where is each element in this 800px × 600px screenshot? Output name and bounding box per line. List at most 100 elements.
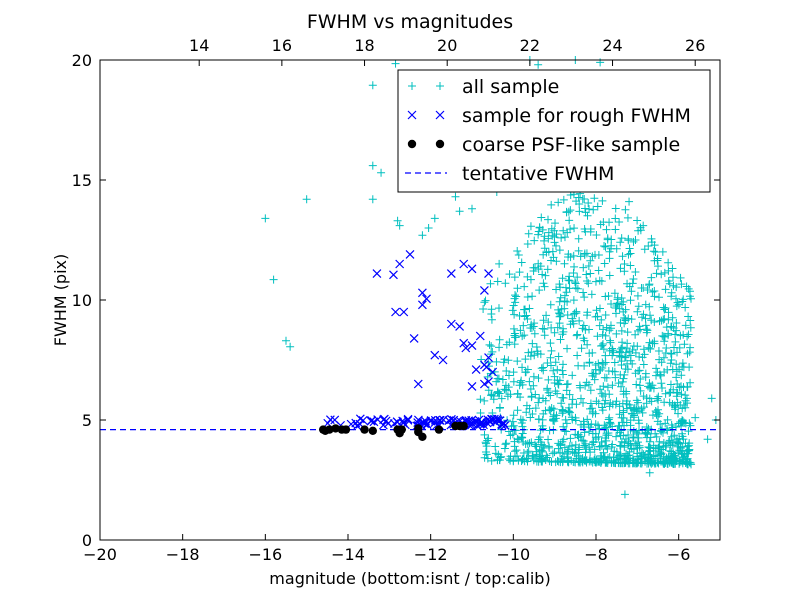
all-sample-point — [626, 261, 635, 270]
all-sample-point — [571, 278, 580, 287]
all-sample-point — [642, 399, 651, 408]
all-sample-point — [579, 321, 588, 330]
all-sample-point — [601, 390, 610, 399]
all-sample-point — [687, 294, 696, 303]
all-sample-point — [558, 405, 567, 414]
all-sample-point — [553, 323, 562, 332]
all-sample-point — [650, 286, 659, 295]
all-sample-point — [520, 282, 529, 291]
all-sample-point — [640, 245, 649, 254]
all-sample-point — [633, 444, 642, 453]
all-sample-point — [520, 305, 529, 314]
all-sample-point — [539, 316, 548, 325]
all-sample-point — [666, 388, 675, 397]
all-sample-point — [622, 449, 631, 458]
all-sample-point — [598, 196, 607, 205]
all-sample-point — [544, 435, 553, 444]
all-sample-point — [526, 323, 535, 332]
all-sample-point — [487, 342, 496, 351]
chart-title: FWHM vs magnitudes — [307, 11, 513, 33]
all-sample-point — [673, 380, 682, 389]
all-sample-point — [515, 311, 524, 320]
all-sample-point — [493, 277, 502, 286]
rough-fwhm-point — [409, 333, 419, 343]
all-sample-point — [528, 409, 537, 418]
rough-fwhm-point — [383, 418, 393, 428]
all-sample-point — [535, 286, 544, 295]
all-sample-point — [538, 415, 547, 424]
all-sample-point — [562, 208, 571, 217]
all-sample-point — [675, 383, 684, 392]
all-sample-point — [684, 312, 693, 321]
all-sample-point — [573, 273, 582, 282]
rough-fwhm-point — [438, 415, 448, 425]
all-sample-point — [598, 341, 607, 350]
all-sample-point — [663, 415, 672, 424]
all-sample-point — [509, 377, 518, 386]
all-sample-point — [668, 313, 677, 322]
all-sample-point — [663, 365, 672, 374]
all-sample-point — [500, 355, 509, 364]
rough-fwhm-point — [479, 379, 489, 389]
all-sample-point — [539, 279, 548, 288]
all-sample-point — [660, 337, 669, 346]
rough-fwhm-point — [405, 249, 415, 259]
all-sample-point — [586, 399, 595, 408]
all-sample-point — [583, 415, 592, 424]
all-sample-point — [573, 284, 582, 293]
all-sample-point — [517, 418, 526, 427]
all-sample-point — [487, 391, 496, 400]
all-sample-point — [523, 240, 532, 249]
all-sample-point — [611, 373, 620, 382]
all-sample-point — [559, 226, 568, 235]
rough-fwhm-point — [467, 264, 477, 274]
all-sample-point — [597, 438, 606, 447]
all-sample-point — [624, 234, 633, 243]
all-sample-point — [626, 249, 635, 258]
all-sample-point — [520, 331, 529, 340]
all-sample-point — [368, 81, 377, 90]
legend-entry: all sample — [408, 76, 559, 98]
all-sample-point — [555, 280, 564, 289]
all-sample-point — [482, 442, 491, 451]
all-sample-point — [645, 302, 654, 311]
legend-label: coarse PSF-like sample — [462, 134, 680, 156]
all-sample-point — [509, 457, 518, 466]
all-sample-point — [651, 429, 660, 438]
all-sample-point — [395, 221, 404, 230]
all-sample-point — [560, 291, 569, 300]
all-sample-point — [602, 323, 611, 332]
all-sample-point — [511, 333, 520, 342]
all-sample-point — [537, 213, 546, 222]
all-sample-point — [518, 429, 527, 438]
all-sample-point — [261, 214, 270, 223]
all-sample-point — [674, 409, 683, 418]
all-sample-point — [584, 262, 593, 271]
all-sample-point — [529, 263, 538, 272]
all-sample-point — [571, 440, 580, 449]
all-sample-point — [522, 408, 531, 417]
all-sample-point — [523, 365, 532, 374]
all-sample-point — [510, 310, 519, 319]
all-sample-point — [424, 224, 433, 232]
top-tick-label: 26 — [685, 36, 705, 55]
all-sample-point — [511, 291, 520, 300]
all-sample-point — [555, 297, 564, 306]
x-tick-label: −20 — [83, 545, 117, 564]
top-tick-label: 20 — [437, 36, 457, 55]
all-sample-point — [525, 377, 534, 386]
rough-fwhm-point — [435, 415, 445, 425]
coarse-psf-point — [360, 425, 369, 434]
all-sample-point — [538, 447, 547, 456]
all-sample-point — [595, 304, 604, 313]
all-sample-point — [487, 315, 496, 324]
all-sample-point — [628, 433, 637, 442]
all-sample-point — [672, 360, 681, 369]
all-sample-point — [617, 413, 626, 422]
all-sample-point — [607, 442, 616, 451]
all-sample-point — [581, 448, 590, 457]
all-sample-point — [481, 296, 490, 305]
all-sample-point — [577, 344, 586, 353]
all-sample-point — [635, 322, 644, 331]
all-sample-point — [508, 306, 517, 315]
